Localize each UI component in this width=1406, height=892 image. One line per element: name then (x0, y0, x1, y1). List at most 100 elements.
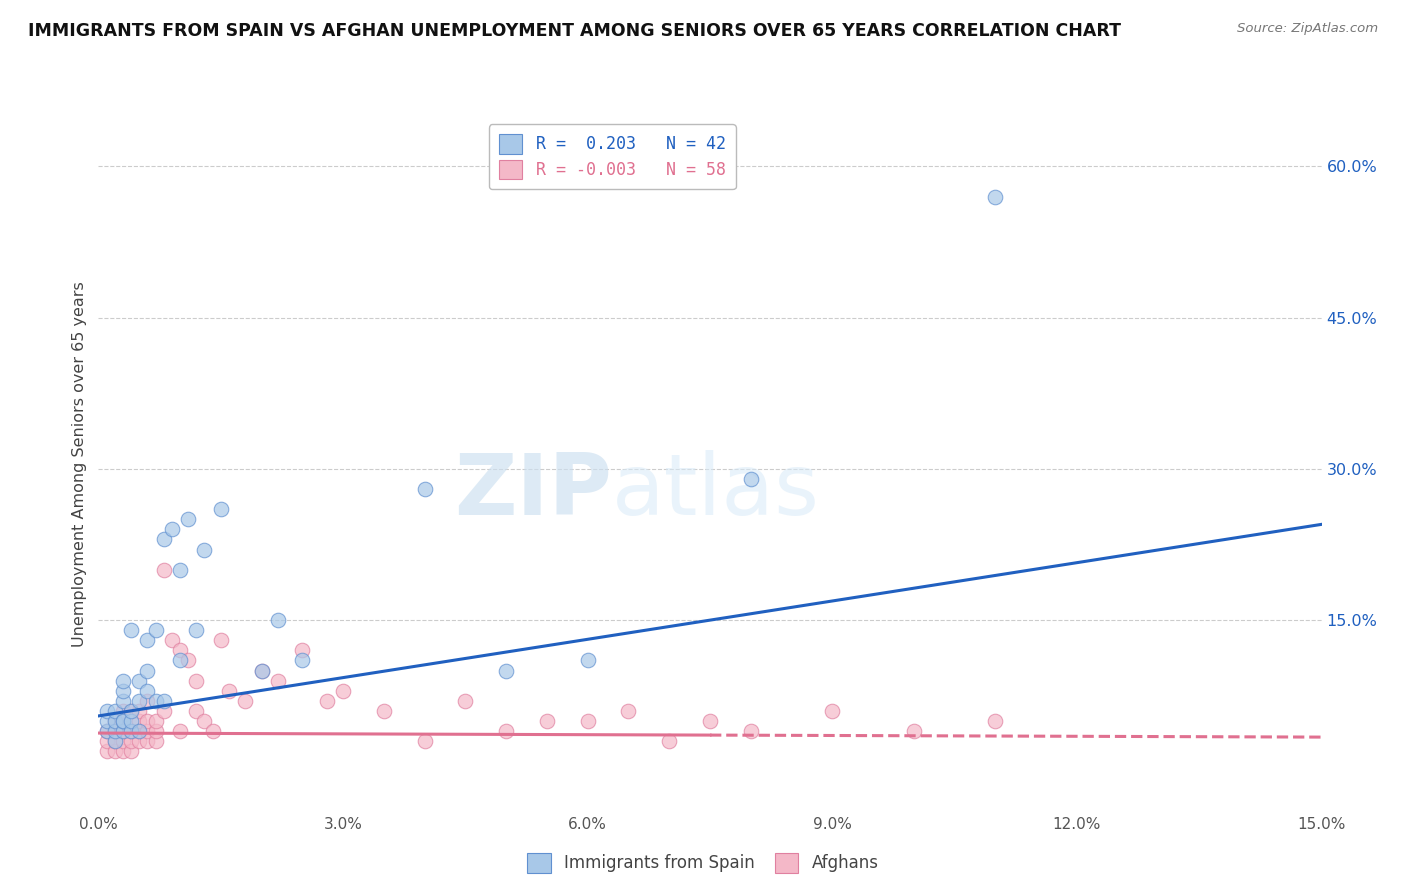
Point (152, 694, 174, 708)
Point (96, 704, 118, 718)
Point (128, 714, 150, 728)
Point (152, 704, 174, 718)
Point (111, 704, 134, 718)
Point (250, 664, 273, 678)
Point (104, 724, 127, 739)
Point (120, 704, 142, 718)
Point (495, 724, 517, 739)
Point (111, 724, 134, 739)
Point (136, 683, 159, 698)
Point (495, 664, 517, 678)
Point (152, 533, 174, 547)
Point (104, 734, 127, 748)
Point (332, 683, 354, 698)
Point (120, 744, 142, 758)
Point (111, 694, 134, 708)
Point (111, 673, 134, 688)
Point (699, 714, 721, 728)
Point (250, 664, 273, 678)
Point (104, 704, 127, 718)
Point (169, 653, 191, 667)
Point (152, 563, 174, 577)
Point (160, 633, 183, 648)
Point (413, 734, 436, 748)
Point (104, 734, 127, 748)
Point (160, 522, 183, 536)
Point (96, 744, 118, 758)
Point (136, 724, 159, 739)
Point (740, 724, 762, 739)
Point (96, 714, 118, 728)
Point (128, 673, 150, 688)
Point (111, 714, 134, 728)
Point (177, 512, 200, 526)
Point (111, 734, 134, 748)
Point (128, 724, 150, 739)
Point (111, 683, 134, 698)
Point (984, 714, 1007, 728)
Legend: R =  0.203   N = 42, R = -0.003   N = 58: R = 0.203 N = 42, R = -0.003 N = 58 (489, 124, 735, 189)
Point (903, 724, 925, 739)
Point (218, 683, 240, 698)
Point (120, 624, 142, 638)
Point (413, 482, 436, 496)
Point (145, 694, 167, 708)
Point (120, 724, 142, 739)
Point (617, 704, 640, 718)
Point (233, 694, 256, 708)
Point (209, 633, 232, 648)
Point (169, 563, 191, 577)
Text: IMMIGRANTS FROM SPAIN VS AFGHAN UNEMPLOYMENT AMONG SENIORS OVER 65 YEARS CORRELA: IMMIGRANTS FROM SPAIN VS AFGHAN UNEMPLOY… (28, 22, 1121, 40)
Point (104, 724, 127, 739)
Point (740, 472, 762, 486)
Text: Source: ZipAtlas.com: Source: ZipAtlas.com (1237, 22, 1378, 36)
Point (136, 694, 159, 708)
Point (454, 694, 477, 708)
Point (267, 613, 290, 627)
Point (120, 704, 142, 718)
Point (267, 673, 290, 688)
Point (104, 714, 127, 728)
Point (96, 724, 118, 739)
Point (193, 542, 215, 557)
Point (576, 714, 599, 728)
Point (128, 694, 150, 708)
Point (145, 734, 167, 748)
Y-axis label: Unemployment Among Seniors over 65 years: Unemployment Among Seniors over 65 years (72, 281, 87, 647)
Point (658, 734, 681, 748)
Point (984, 189, 1007, 203)
Point (821, 704, 844, 718)
Text: atlas: atlas (612, 450, 820, 533)
Point (186, 704, 208, 718)
Point (201, 724, 224, 739)
Point (128, 734, 150, 748)
Point (169, 643, 191, 657)
Point (128, 724, 150, 739)
Point (104, 714, 127, 728)
Point (136, 734, 159, 748)
Point (145, 714, 167, 728)
Point (209, 502, 232, 516)
Point (120, 714, 142, 728)
Point (111, 744, 134, 758)
Point (111, 724, 134, 739)
Point (120, 734, 142, 748)
Point (536, 714, 558, 728)
Point (291, 643, 314, 657)
Point (145, 724, 167, 739)
Point (96, 734, 118, 748)
Text: ZIP: ZIP (454, 450, 612, 533)
Point (145, 624, 167, 638)
Point (177, 653, 200, 667)
Point (111, 714, 134, 728)
Point (136, 664, 159, 678)
Point (136, 633, 159, 648)
Point (96, 724, 118, 739)
Point (291, 653, 314, 667)
Point (128, 704, 150, 718)
Point (186, 673, 208, 688)
Point (136, 714, 159, 728)
Point (104, 744, 127, 758)
Point (373, 704, 395, 718)
Point (576, 653, 599, 667)
